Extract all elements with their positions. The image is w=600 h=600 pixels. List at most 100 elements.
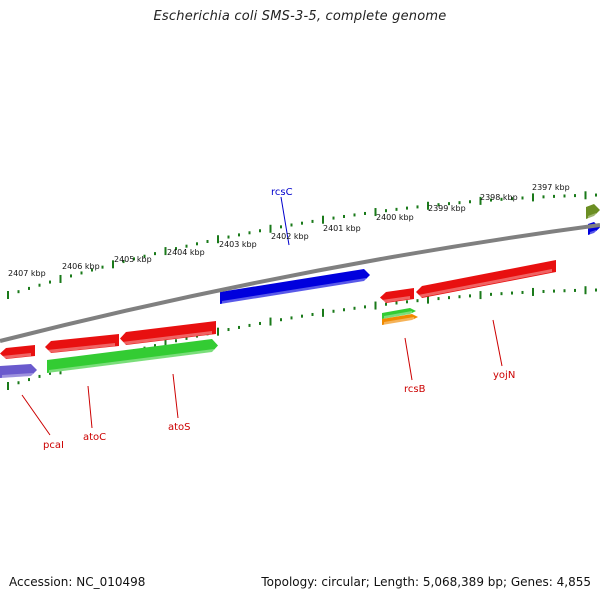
gene-rcsB-green	[382, 308, 416, 319]
upper-tick	[427, 201, 429, 210]
upper-tick	[280, 225, 282, 229]
upper-tick	[563, 194, 566, 198]
upper-tick	[553, 194, 555, 198]
lower-tick	[154, 344, 156, 348]
genome-title: Escherichia coli SMS-3-5, complete genom…	[153, 9, 447, 24]
leader-rcsB	[404, 337, 413, 381]
leader-atoS	[172, 373, 179, 419]
lower-tick	[500, 292, 503, 296]
genome-summary-text: Topology: circular; Length: 5,068,389 bp…	[261, 575, 591, 589]
scale-label-2407: 2407 kbp	[8, 269, 46, 278]
lower-tick	[406, 300, 408, 304]
gene-rcsB-upper	[380, 288, 414, 303]
scale-ticks-upper	[7, 191, 597, 299]
upper-tick	[385, 209, 387, 213]
upper-tick	[406, 206, 408, 210]
lower-tick	[7, 382, 9, 390]
upper-tick	[185, 244, 188, 248]
leader-pcaI	[21, 394, 51, 436]
scale-label-2399: 2399 kbp	[428, 204, 466, 213]
lower-tick	[353, 306, 356, 310]
lower-tick	[269, 317, 272, 326]
lower-tick	[238, 325, 240, 329]
lower-tick	[458, 295, 461, 299]
gene-label-pcaI: pcaI	[43, 440, 64, 451]
upper-tick	[437, 203, 440, 207]
upper-tick	[532, 193, 534, 202]
gene-features	[0, 204, 600, 378]
lower-tick	[185, 336, 188, 340]
lower-tick	[49, 371, 51, 375]
leader-rcsC	[280, 196, 290, 246]
upper-tick	[101, 265, 104, 269]
lower-tick	[259, 321, 261, 325]
gene-label-atoC: atoC	[83, 432, 106, 443]
upper-tick	[290, 223, 293, 227]
upper-tick	[217, 235, 219, 244]
upper-tick	[353, 213, 356, 217]
upper-tick	[91, 268, 93, 272]
upper-tick	[238, 233, 240, 237]
lower-tick	[563, 289, 566, 293]
upper-tick	[269, 224, 272, 233]
lower-tick	[17, 381, 20, 385]
scale-label-2404: 2404 kbp	[167, 248, 205, 257]
upper-tick	[175, 247, 177, 251]
lower-tick	[385, 302, 387, 306]
lower-tick	[595, 288, 597, 292]
upper-tick	[364, 211, 366, 215]
upper-tick	[154, 252, 156, 256]
gene-label-leaders	[21, 196, 503, 436]
gene-rcsC	[220, 269, 370, 304]
upper-tick	[227, 235, 230, 239]
lower-tick	[164, 339, 167, 348]
gene-pcaI-red	[0, 345, 35, 359]
lower-tick	[217, 327, 219, 336]
lower-tick	[332, 309, 335, 313]
scale-label-2403: 2403 kbp	[219, 240, 257, 249]
gene-olive-edge	[586, 204, 600, 219]
scale-label-2400: 2400 kbp	[376, 213, 414, 222]
upper-tick	[416, 205, 419, 209]
upper-tick	[196, 242, 198, 246]
gene-atoC-red	[45, 334, 119, 353]
lower-tick	[553, 289, 555, 293]
upper-tick	[301, 221, 303, 225]
lower-tick	[542, 289, 545, 293]
scale-label-2402: 2402 kbp	[271, 232, 309, 241]
upper-tick	[343, 214, 345, 218]
upper-tick	[17, 290, 20, 294]
upper-tick	[458, 201, 461, 205]
upper-tick	[59, 274, 62, 283]
lower-tick	[448, 296, 450, 300]
upper-tick	[374, 208, 377, 217]
upper-tick	[469, 200, 471, 204]
gene-atoS-green	[47, 339, 218, 373]
upper-tick	[584, 191, 587, 200]
lower-tick	[227, 328, 230, 332]
lower-tick	[479, 291, 482, 300]
gene-pcaI-purple	[0, 364, 37, 378]
gene-labels: rcsC pcaI atoC atoS rcsB yojN	[43, 187, 515, 451]
lower-tick	[490, 292, 492, 296]
upper-tick	[511, 197, 513, 201]
gene-atoS-red	[120, 321, 216, 345]
upper-tick	[259, 229, 261, 233]
lower-tick	[416, 299, 419, 303]
gene-label-rcsB: rcsB	[404, 384, 426, 395]
gene-label-rcsC: rcsC	[271, 187, 293, 198]
lower-tick	[322, 308, 324, 317]
upper-tick	[248, 231, 251, 235]
gene-label-atoS: atoS	[168, 422, 191, 433]
lower-tick	[343, 308, 345, 312]
upper-tick	[28, 286, 30, 290]
upper-tick	[490, 198, 492, 202]
upper-tick	[332, 216, 335, 220]
lower-tick	[280, 318, 282, 322]
lower-tick	[521, 290, 524, 294]
lower-tick	[427, 295, 429, 304]
lower-tick	[574, 288, 576, 292]
upper-tick	[542, 195, 545, 199]
gene-rcsB-orange	[382, 314, 418, 325]
genome-backbone	[0, 223, 600, 343]
